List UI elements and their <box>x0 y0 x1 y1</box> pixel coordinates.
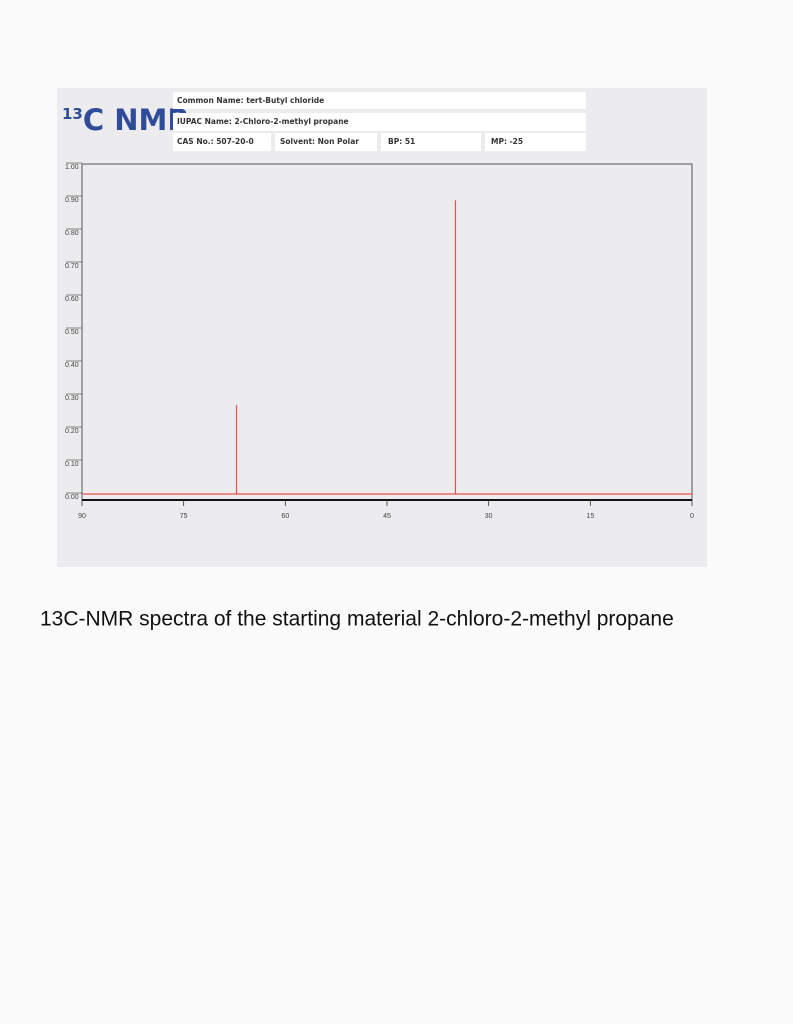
y-tick-label: 0.00 <box>65 494 79 501</box>
y-tick-label: 1.00 <box>65 164 79 171</box>
y-tick-label: 0.40 <box>65 362 79 369</box>
mp: MP: -25 <box>491 137 523 146</box>
x-tick-label: 60 <box>281 513 289 520</box>
x-tick-label: 0 <box>690 513 694 520</box>
box <box>173 92 586 109</box>
box <box>275 133 377 151</box>
bp: BP: 51 <box>388 137 415 146</box>
x-tick-label: 45 <box>383 513 391 520</box>
y-tick-label: 0.90 <box>65 197 79 204</box>
x-tick-label: 15 <box>586 513 594 520</box>
y-tick-label: 0.20 <box>65 428 79 435</box>
logo-super: 13 <box>62 105 83 123</box>
y-tick-label: 0.30 <box>65 395 79 402</box>
solvent: Solvent: Non Polar <box>280 137 359 146</box>
box <box>173 133 271 151</box>
common-name: Common Name: tert-Butyl chloride <box>177 96 324 105</box>
logo: 13C NMR <box>62 103 190 137</box>
y-tick-label: 0.10 <box>65 461 79 468</box>
y-tick-label: 0.80 <box>65 230 79 237</box>
box <box>173 113 586 131</box>
caption: 13C-NMR spectra of the starting material… <box>40 608 674 631</box>
iupac-name: IUPAC Name: 2-Chloro-2-methyl propane <box>177 117 349 126</box>
box <box>381 133 481 151</box>
plot-area <box>81 163 693 501</box>
x-tick-label: 75 <box>180 513 188 520</box>
logo-text: C NMR <box>83 103 190 137</box>
box <box>485 133 586 151</box>
cas: CAS No.: 507-20-0 <box>177 137 254 146</box>
y-tick-label: 0.50 <box>65 329 79 336</box>
header-boxes <box>173 92 586 151</box>
y-tick-label: 0.70 <box>65 263 79 270</box>
x-tick-label: 30 <box>485 513 493 520</box>
y-tick-label: 0.60 <box>65 296 79 303</box>
x-tick-label: 90 <box>78 513 86 520</box>
